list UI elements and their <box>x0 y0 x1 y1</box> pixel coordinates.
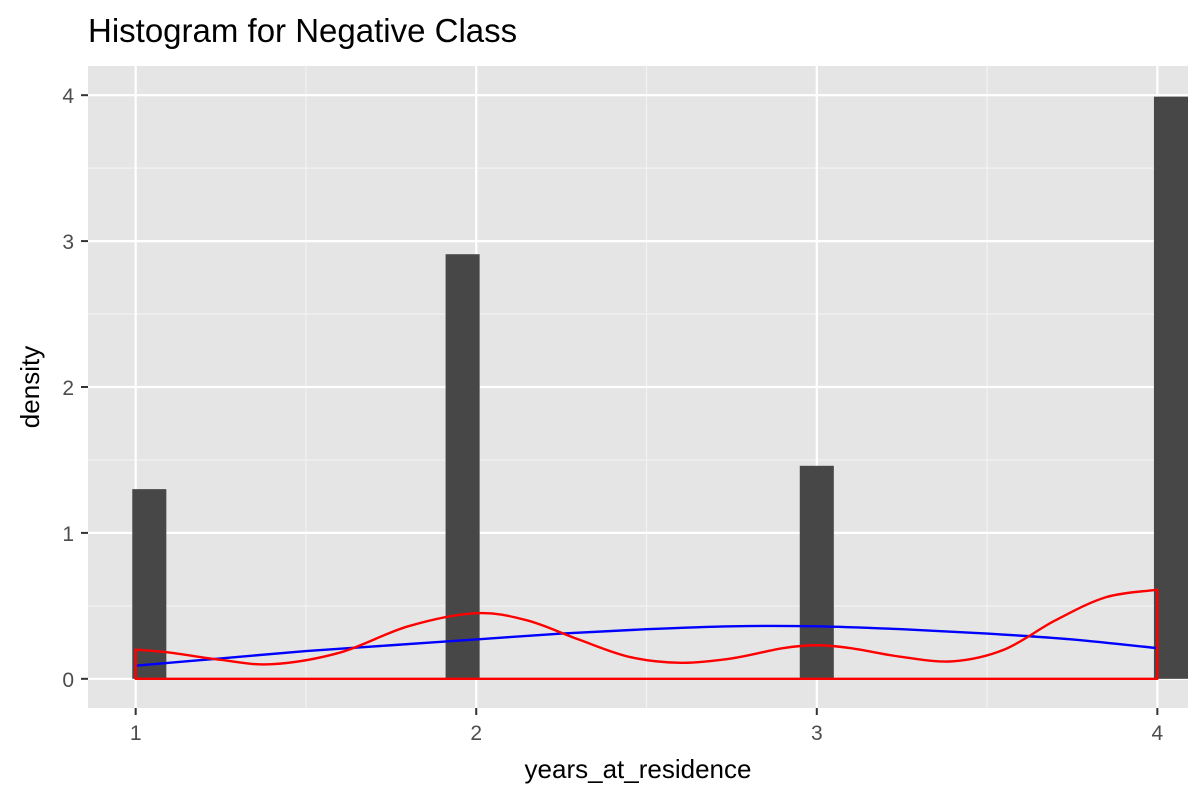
histogram-bar <box>1153 96 1188 679</box>
density-curves <box>134 588 1159 681</box>
x-axis-ticks: 1 2 3 4 <box>130 708 1164 745</box>
y-tick-label: 3 <box>62 231 74 254</box>
y-tick-label: 0 <box>62 669 74 692</box>
x-tick-label: 3 <box>811 722 823 745</box>
density-line <box>135 624 1158 667</box>
y-axis-title: density <box>15 346 45 428</box>
y-tick-label: 4 <box>62 85 74 108</box>
histogram-bar <box>132 489 167 679</box>
histogram-bar <box>445 254 480 679</box>
density-area-outline <box>134 588 1159 681</box>
x-axis-title: years_at_residence <box>525 754 752 784</box>
y-tick-label: 1 <box>62 523 74 546</box>
y-axis-ticks: 0 1 2 3 4 <box>62 85 88 692</box>
x-tick-label: 4 <box>1152 722 1164 745</box>
chart-title: Histogram for Negative Class <box>88 12 517 49</box>
y-tick-label: 2 <box>62 377 74 400</box>
x-tick-label: 1 <box>130 722 142 745</box>
histogram-bars <box>132 96 1188 679</box>
histogram-bar <box>799 465 834 679</box>
x-tick-label: 2 <box>470 722 482 745</box>
